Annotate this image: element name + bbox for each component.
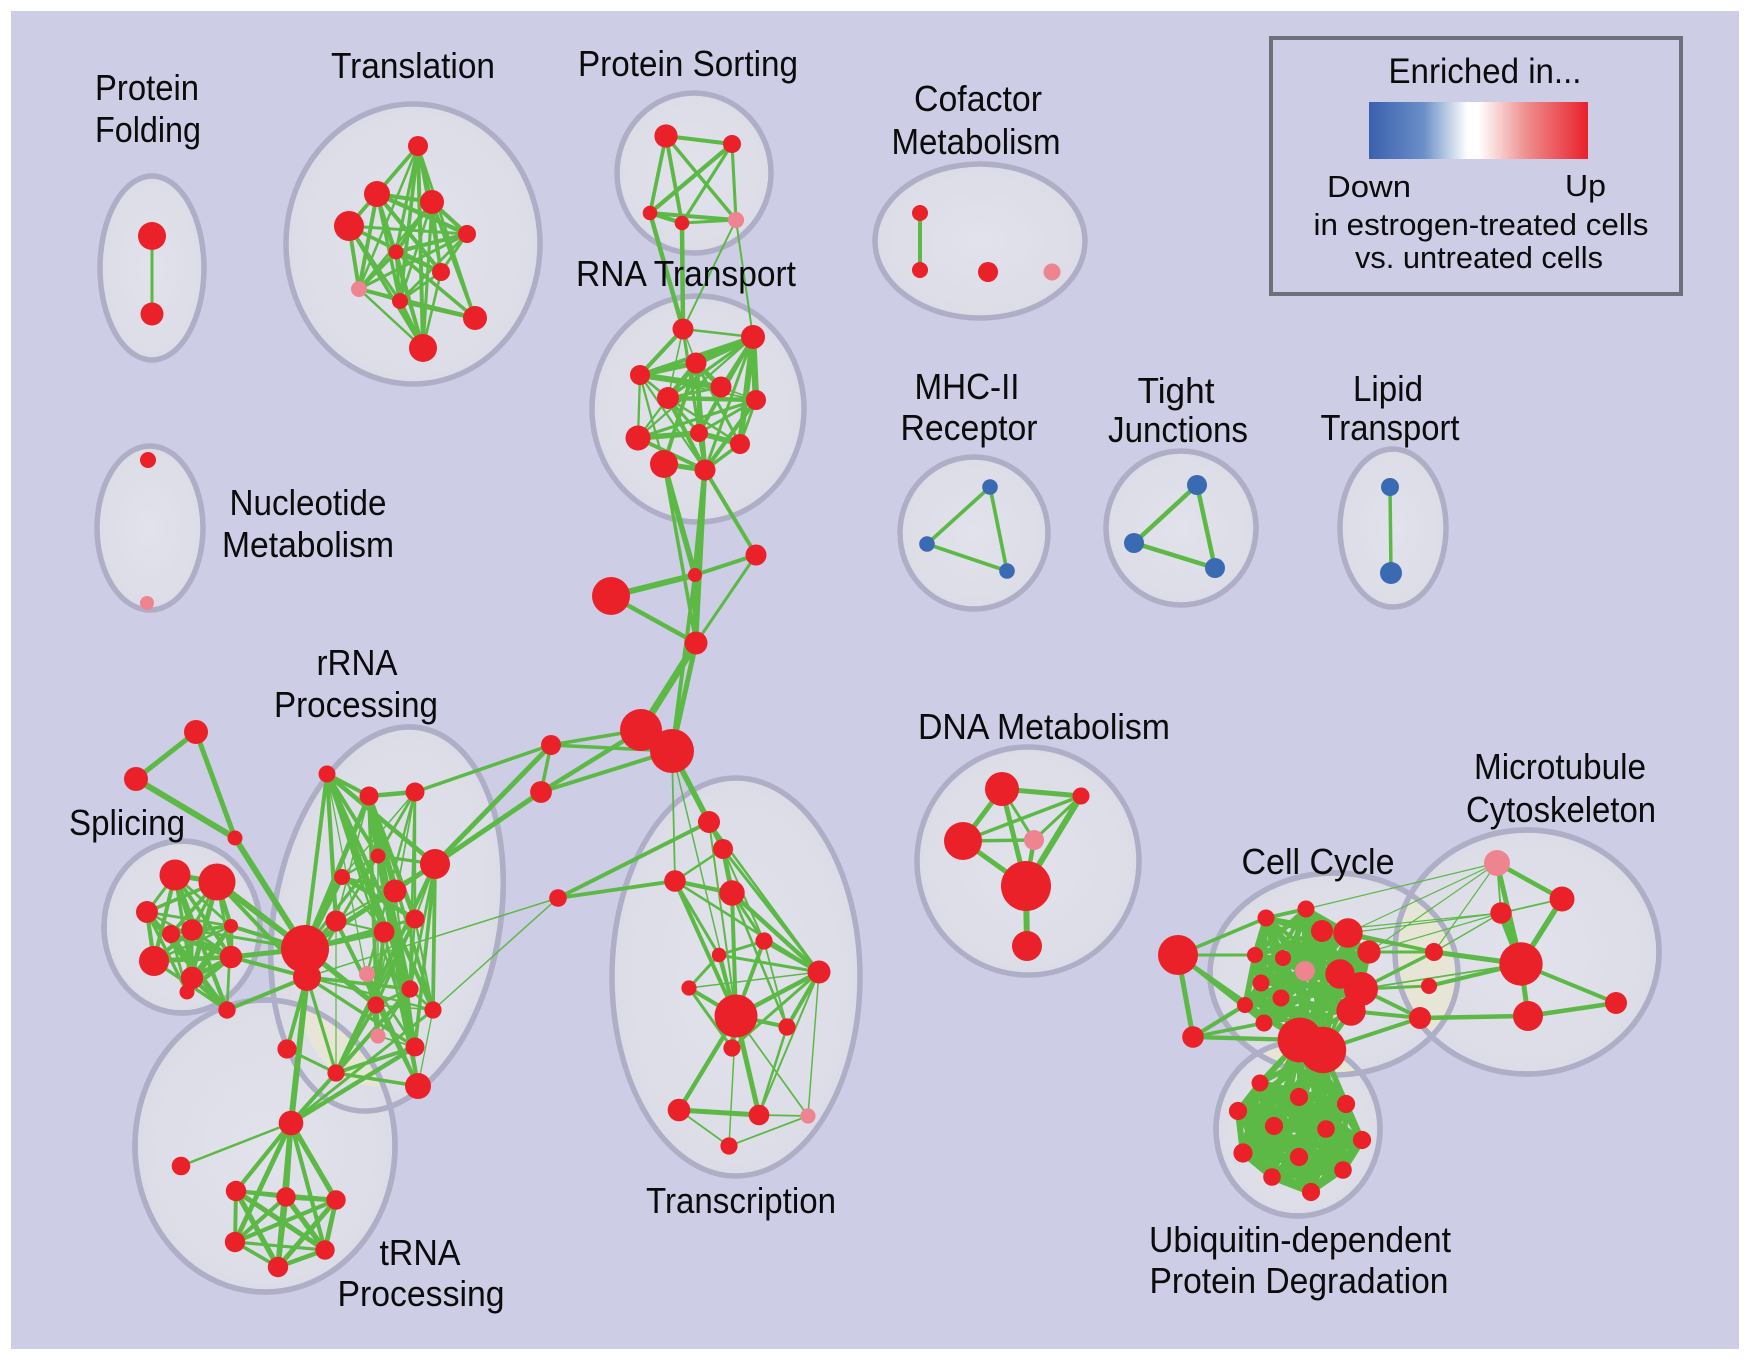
svg-text:Protein Sorting: Protein Sorting [578,43,798,84]
svg-text:MHC-II: MHC-II [915,366,1020,407]
svg-text:rRNA: rRNA [317,642,398,683]
svg-text:Junctions: Junctions [1108,409,1248,450]
svg-text:Up: Up [1565,168,1606,203]
svg-text:vs. untreated cells: vs. untreated cells [1355,240,1603,275]
svg-text:Processing: Processing [274,684,438,725]
svg-text:Microtubule: Microtubule [1474,746,1646,787]
svg-text:Nucleotide: Nucleotide [230,482,387,523]
svg-text:Protein Degradation: Protein Degradation [1150,1260,1449,1301]
svg-text:Cell Cycle: Cell Cycle [1242,841,1395,882]
svg-text:Transcription: Transcription [646,1180,836,1221]
svg-text:Folding: Folding [95,109,201,150]
svg-text:Translation: Translation [331,45,495,86]
svg-text:tRNA: tRNA [380,1232,461,1273]
svg-text:Metabolism: Metabolism [222,524,394,565]
svg-text:Ubiquitin-dependent: Ubiquitin-dependent [1149,1219,1451,1260]
svg-text:Enriched in...: Enriched in... [1389,52,1582,91]
svg-text:Transport: Transport [1321,407,1460,448]
svg-text:RNA Transport: RNA Transport [576,253,796,294]
svg-text:DNA Metabolism: DNA Metabolism [918,706,1170,747]
svg-text:Splicing: Splicing [69,802,185,843]
svg-text:Down: Down [1327,169,1411,204]
svg-text:in estrogen-treated cells: in estrogen-treated cells [1314,207,1649,242]
svg-text:Protein: Protein [95,67,199,108]
svg-text:Tight: Tight [1138,370,1215,411]
svg-text:Receptor: Receptor [901,407,1038,448]
svg-text:Cytoskeleton: Cytoskeleton [1466,789,1656,830]
svg-text:Cofactor: Cofactor [914,78,1042,119]
svg-text:Processing: Processing [338,1273,505,1314]
svg-text:Lipid: Lipid [1353,368,1423,409]
svg-text:Metabolism: Metabolism [892,121,1061,162]
